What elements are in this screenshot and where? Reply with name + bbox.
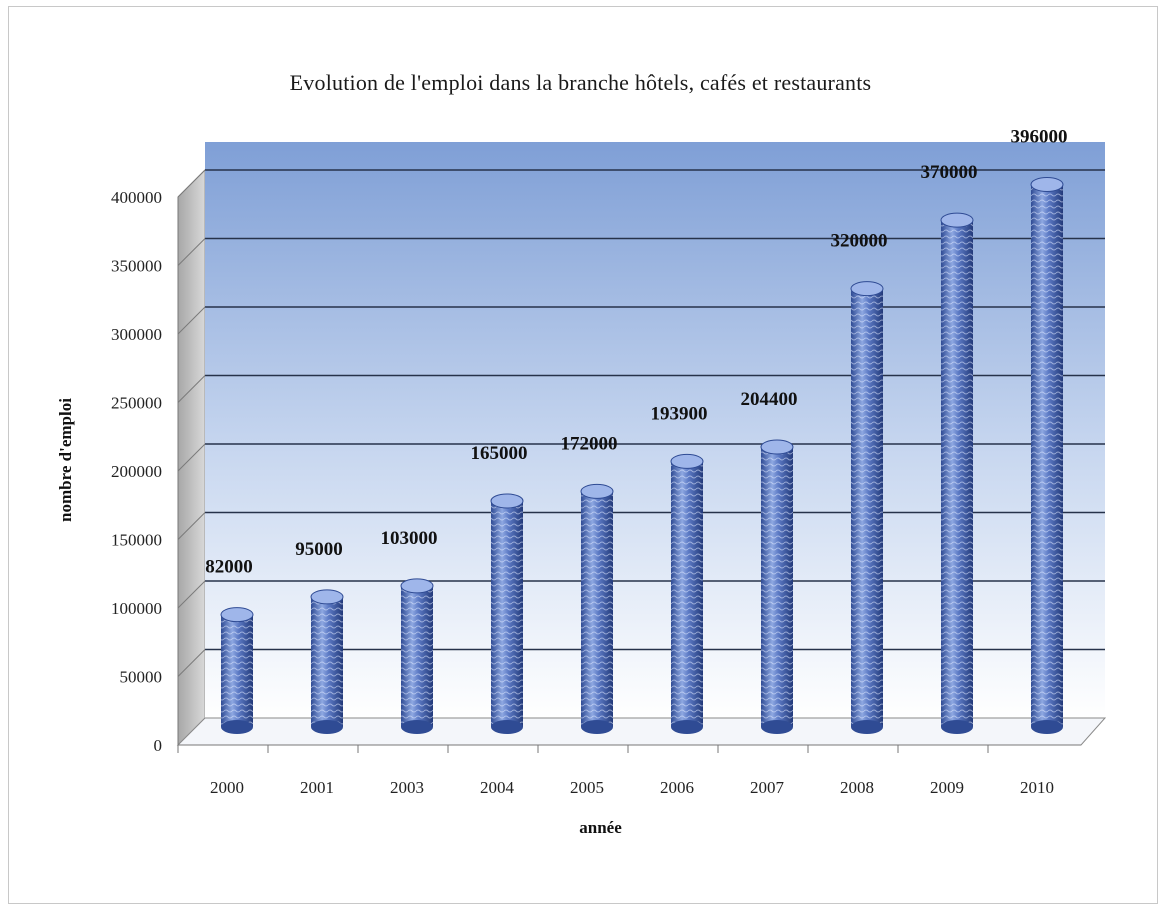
y-tick-label: 250000 <box>111 394 162 413</box>
bar-top <box>850 281 884 297</box>
bar-top <box>400 578 434 594</box>
data-label: 320000 <box>831 231 888 252</box>
x-axis-ticks: 2000 2001 2003 2004 2005 2006 2007 2008 2009 2010 <box>177 744 1081 797</box>
bar-texture <box>941 220 973 727</box>
bar-texture <box>671 461 703 727</box>
x-tick-label: 2000 <box>210 778 244 797</box>
grid-line-side <box>177 375 206 403</box>
data-label: 95000 <box>295 539 343 560</box>
y-tick-label: 50000 <box>120 668 163 687</box>
bar-texture <box>581 491 613 727</box>
x-tick-label: 2006 <box>660 778 694 797</box>
y-tick-label: 100000 <box>111 599 162 618</box>
x-tick-label: 2008 <box>840 778 874 797</box>
x-tick-label: 2009 <box>930 778 964 797</box>
bar-texture <box>311 596 343 727</box>
bar-base <box>491 720 523 734</box>
x-tick-label: 2007 <box>750 778 785 797</box>
data-label: 172000 <box>561 433 618 454</box>
bar-base <box>1031 720 1063 734</box>
bar-top <box>310 589 344 605</box>
data-label: 370000 <box>921 162 978 183</box>
bar-texture <box>491 500 523 727</box>
bars: 82000 95000 103000 165000 172000 193900 204400… <box>205 126 1068 734</box>
x-tick-label: 2004 <box>480 778 515 797</box>
bar-base <box>851 720 883 734</box>
bar-top <box>940 212 974 228</box>
chart-title: Evolution de l'emploi dans la branche hô… <box>289 70 872 95</box>
grid-line-side <box>177 649 206 677</box>
grid-line-side <box>177 512 206 540</box>
grid-line-side <box>177 443 206 472</box>
bar-top <box>670 453 704 469</box>
x-axis-title: année <box>579 818 622 837</box>
y-tick-label: 300000 <box>111 325 162 344</box>
data-label: 193900 <box>651 403 708 424</box>
y-tick-label: 400000 <box>111 188 162 207</box>
bar-base <box>311 720 343 734</box>
bar-top <box>580 483 614 499</box>
data-label: 204400 <box>741 389 798 410</box>
bar-texture <box>761 446 793 727</box>
bar-texture <box>401 585 433 727</box>
data-label: 82000 <box>205 557 253 578</box>
bar-top <box>760 439 794 455</box>
y-tick-label: 150000 <box>111 531 162 550</box>
x-tick-label: 2005 <box>570 778 604 797</box>
data-label: 396000 <box>1011 126 1068 147</box>
bar-base <box>761 720 793 734</box>
bar-base <box>581 720 613 734</box>
y-tick-label: 200000 <box>111 462 162 481</box>
bar-top <box>490 493 524 509</box>
bar-base <box>671 720 703 734</box>
grid-line-side <box>177 238 206 266</box>
bar-texture <box>221 614 253 727</box>
bar-top <box>220 607 254 623</box>
x-tick-label: 2001 <box>300 778 334 797</box>
bar-texture <box>1031 184 1063 728</box>
bar-base <box>941 720 973 734</box>
bar-texture <box>851 288 883 727</box>
grid-line-side <box>177 306 206 335</box>
bar-base <box>221 720 253 734</box>
y-tick-label: 0 <box>154 736 163 755</box>
grid-line-side <box>177 169 206 198</box>
y-axis-ticks: 0 50000 100000 150000 200000 250000 300000 3500… <box>111 188 179 755</box>
x-tick-label: 2003 <box>390 778 424 797</box>
grid-line-side <box>177 580 206 609</box>
data-label: 165000 <box>471 443 528 464</box>
data-label: 103000 <box>381 528 438 549</box>
y-tick-label: 350000 <box>111 257 162 276</box>
bar-top <box>1030 176 1064 192</box>
x-tick-label: 2010 <box>1020 778 1054 797</box>
bar-base <box>401 720 433 734</box>
